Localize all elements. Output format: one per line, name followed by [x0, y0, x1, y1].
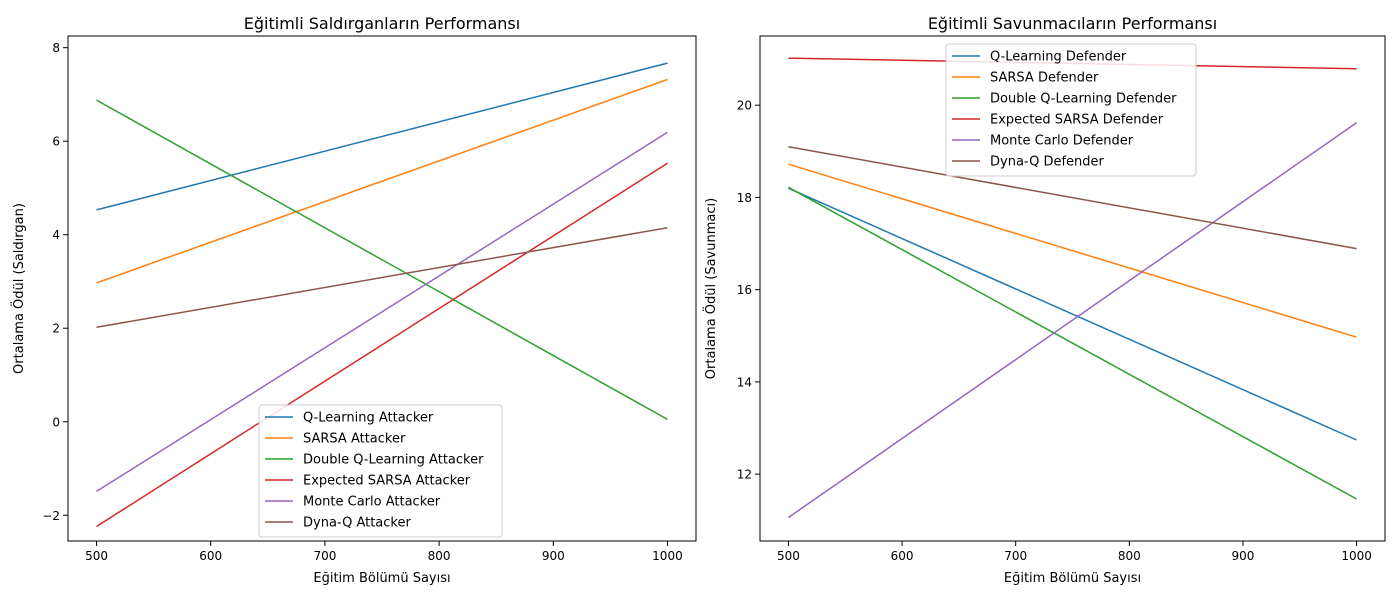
x-axis-label: Eğitim Bölümü Sayısı: [313, 571, 450, 586]
chart-panel-2: Eğitimli Savunmacıların Performansı 500 60…: [702, 14, 1386, 586]
legend: Q-Learning Attacker SARSA Attacker Double …: [258, 404, 503, 538]
axes-frame: [67, 35, 697, 542]
y-tick-label: 16: [737, 283, 752, 297]
x-tick-label: 700: [1004, 549, 1027, 563]
x-tick-label: 800: [1118, 549, 1141, 563]
axes-frame: [759, 35, 1386, 542]
legend-entry: SARSA Defender: [990, 71, 1099, 86]
legend-entry: Monte Carlo Attacker: [303, 495, 441, 510]
legend-box: [945, 43, 1197, 177]
y-tick-label: 6: [52, 135, 60, 149]
legend-entry: Double Q-Learning Attacker: [303, 453, 484, 468]
legend-entry: Double Q-Learning Defender: [990, 92, 1177, 107]
y-tick-label: 2: [52, 322, 60, 336]
x-tick-label: 500: [85, 549, 108, 563]
y-tick-label: 12: [737, 468, 752, 482]
chart-title: Eğitimli Savunmacıların Performansı: [928, 14, 1217, 33]
x-tick-label: 1000: [1341, 549, 1372, 563]
legend-entry: Q-Learning Attacker: [303, 411, 434, 426]
x-tick-label: 600: [891, 549, 914, 563]
series-line-2: [788, 163, 1357, 338]
series-line-5: [787, 122, 1358, 519]
series-line-6: [788, 145, 1357, 250]
y-tick-label: 8: [52, 41, 60, 55]
legend-entry: SARSA Attacker: [303, 432, 406, 447]
x-tick-label: 900: [542, 549, 565, 563]
legend-entry: Monte Carlo Defender: [990, 134, 1134, 149]
series-line-1: [96, 62, 668, 211]
y-tick-label: 14: [737, 375, 752, 389]
x-tick-label: 600: [199, 549, 222, 563]
series-line-6: [96, 226, 668, 329]
series-line-3: [96, 99, 668, 421]
x-tick-label: 1000: [652, 549, 683, 563]
legend-entry: Expected SARSA Attacker: [303, 474, 471, 489]
y-tick-label: 20: [737, 99, 752, 113]
x-tick-label: 700: [313, 549, 336, 563]
legend-entry: Expected SARSA Defender: [990, 113, 1164, 128]
series-line-3: [788, 186, 1357, 500]
series-line-4: [96, 162, 668, 528]
series-line-1: [788, 187, 1357, 441]
y-tick-label: 18: [737, 191, 752, 205]
y-axis-label: Ortalama Ödül (Saldırgan): [10, 203, 27, 374]
x-tick-label: 900: [1232, 549, 1255, 563]
x-axis-label: Eğitim Bölümü Sayısı: [1004, 571, 1141, 586]
legend-entry: Q-Learning Defender: [990, 50, 1127, 65]
legend-entry: Dyna-Q Defender: [990, 155, 1105, 170]
chart-title: Eğitimli Saldırganların Performansı: [244, 14, 520, 33]
y-tick-label: −2: [42, 509, 60, 523]
legend-box: [258, 404, 503, 538]
x-tick-label: 800: [428, 549, 451, 563]
x-tick-label: 500: [777, 549, 800, 563]
y-tick-label: 4: [52, 228, 60, 242]
series-line-2: [96, 78, 668, 284]
legend-entry: Dyna-Q Attacker: [303, 516, 411, 531]
series-line-5: [96, 131, 668, 493]
y-axis-label: Ortalama Ödül (Savunmacı): [702, 198, 719, 379]
y-tick-label: 0: [52, 415, 60, 429]
legend: Q-Learning Defender SARSA Defender Double …: [945, 43, 1197, 177]
